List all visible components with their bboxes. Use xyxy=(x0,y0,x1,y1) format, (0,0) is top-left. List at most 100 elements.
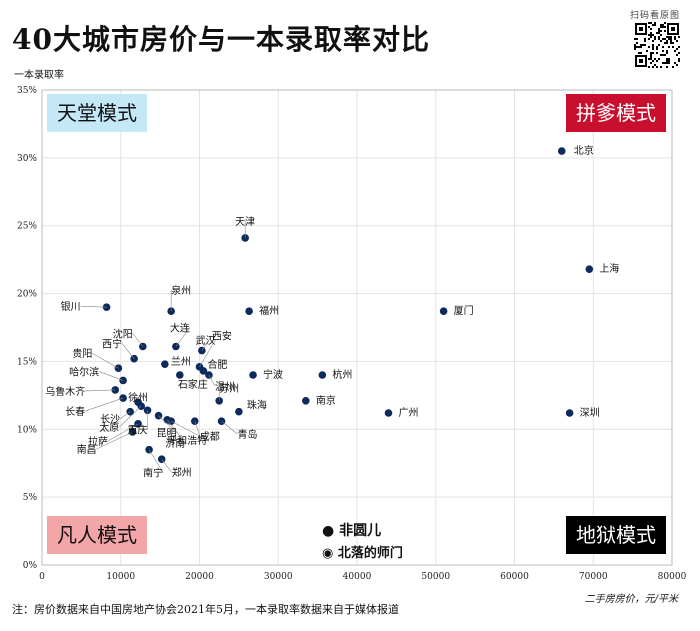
point-label: 长春 xyxy=(65,406,85,418)
point-label: 徐州 xyxy=(128,391,148,404)
x-axis-label: 二手房房价，元/平米 xyxy=(584,594,678,605)
qr-code[interactable] xyxy=(634,22,680,68)
y-tick-label: 10% xyxy=(17,425,37,435)
leader-line xyxy=(161,458,172,473)
point-label: 重庆 xyxy=(128,423,148,436)
point-label: 上海 xyxy=(599,262,619,275)
leader-line xyxy=(194,421,201,437)
data-point xyxy=(235,407,243,416)
point-label: 长沙 xyxy=(100,414,120,426)
point-label: 太原 xyxy=(99,421,119,434)
leader-line xyxy=(120,411,131,419)
point-label: 西宁 xyxy=(102,338,122,351)
point-label: 广州 xyxy=(399,407,419,419)
y-tick-label: 20% xyxy=(17,290,37,300)
point-label: 南京 xyxy=(316,394,336,407)
leader-line xyxy=(107,423,139,442)
data-point xyxy=(161,360,169,368)
leader-line xyxy=(221,420,238,435)
data-point xyxy=(245,307,253,316)
grid-lines xyxy=(41,89,673,566)
quadrant-heaven-label: 天堂模式 xyxy=(47,94,147,132)
leader-line xyxy=(166,419,186,443)
footnote: 注：房价数据来自中国房地产协会2021年5月，一本录取率数据来自于媒体报道 xyxy=(12,603,399,616)
y-axis-label: 一本录取率 xyxy=(14,70,64,81)
point-label: 青岛 xyxy=(238,428,258,441)
x-tick-label: 80000 xyxy=(658,572,687,582)
leader-line xyxy=(121,343,135,359)
leader-line xyxy=(96,431,133,450)
leader-line xyxy=(201,335,213,351)
leader-line xyxy=(132,333,144,347)
point-label: 泉州 xyxy=(171,284,191,297)
watermark: ● 非圆儿 ◉ 北落的师门 xyxy=(322,520,403,561)
leader-line xyxy=(171,420,208,441)
data-point xyxy=(195,363,204,371)
x-tick-label: 10000 xyxy=(106,572,135,582)
leader-line xyxy=(148,449,164,473)
y-tick-label: 35% xyxy=(17,86,37,96)
data-point xyxy=(565,409,574,417)
quadrant-hell-label: 地狱模式 xyxy=(566,516,666,554)
point-label: 银川 xyxy=(61,300,81,313)
data-point xyxy=(249,371,257,379)
point-label: 大连 xyxy=(170,322,190,335)
point-label: 西安 xyxy=(212,330,232,343)
leader-line xyxy=(208,374,216,387)
point-label: 南昌 xyxy=(77,443,97,456)
data-point xyxy=(557,147,566,155)
point-label: 拉萨 xyxy=(88,435,108,448)
point-label: 郑州 xyxy=(172,466,192,479)
point-label: 济南 xyxy=(165,437,185,450)
point-label: 杭州 xyxy=(332,368,352,381)
data-point xyxy=(439,307,448,316)
y-tick-label: 30% xyxy=(17,154,37,164)
leader-line xyxy=(85,389,116,392)
watermark-line1: 非圆儿 xyxy=(339,523,382,539)
quadrant-pdd-label: 拼爹模式 xyxy=(566,94,666,132)
data-points xyxy=(102,147,594,463)
point-label: 石家庄 xyxy=(178,378,208,391)
point-label: 成都 xyxy=(200,431,220,443)
watermark-line2: 北落的师门 xyxy=(337,546,403,561)
x-tick-label: 0 xyxy=(39,572,45,582)
point-label: 武汉 xyxy=(196,334,216,347)
quadrant-mortal-label: 凡人模式 xyxy=(47,516,147,554)
plot-frame xyxy=(41,89,673,566)
data-point xyxy=(384,409,393,417)
point-label: 天津 xyxy=(235,216,255,228)
point-label: 苏州 xyxy=(219,382,239,395)
data-point xyxy=(585,265,594,273)
point-label: 合肥 xyxy=(207,358,227,371)
point-label: 沈阳 xyxy=(113,328,133,341)
qr-label: 扫码看原图 xyxy=(630,11,681,21)
point-label: 南宁 xyxy=(143,467,163,480)
y-tick-label: 15% xyxy=(17,357,37,367)
y-tick-label: 0% xyxy=(23,561,38,571)
axes xyxy=(41,89,673,566)
x-tick-label: 50000 xyxy=(421,572,450,582)
leader-line xyxy=(158,415,177,433)
x-tick-label: 30000 xyxy=(264,572,293,582)
data-point xyxy=(318,371,327,379)
wechat-icon: ● xyxy=(322,523,335,539)
x-tick-label: 20000 xyxy=(185,572,214,582)
data-point xyxy=(102,303,111,311)
data-point xyxy=(302,396,310,405)
weibo-icon: ◉ xyxy=(322,546,334,561)
leader-line xyxy=(199,339,216,368)
point-label: 福州 xyxy=(259,304,279,317)
data-point xyxy=(119,376,127,385)
point-label: 兰州 xyxy=(171,355,191,368)
point-label: 深圳 xyxy=(580,407,600,419)
leader-line xyxy=(80,305,107,308)
x-tick-label: 70000 xyxy=(579,572,608,582)
leader-line xyxy=(99,371,124,381)
point-label: 呼和浩特 xyxy=(167,435,207,447)
point-label: 温州 xyxy=(215,381,235,393)
point-label: 昆明 xyxy=(157,428,177,440)
y-tick-label: 25% xyxy=(17,222,37,232)
tick-labels: 0 10000 20000 30000 40000 50000 60000 70000 8000… xyxy=(17,86,687,582)
point-label: 厦门 xyxy=(454,304,474,317)
